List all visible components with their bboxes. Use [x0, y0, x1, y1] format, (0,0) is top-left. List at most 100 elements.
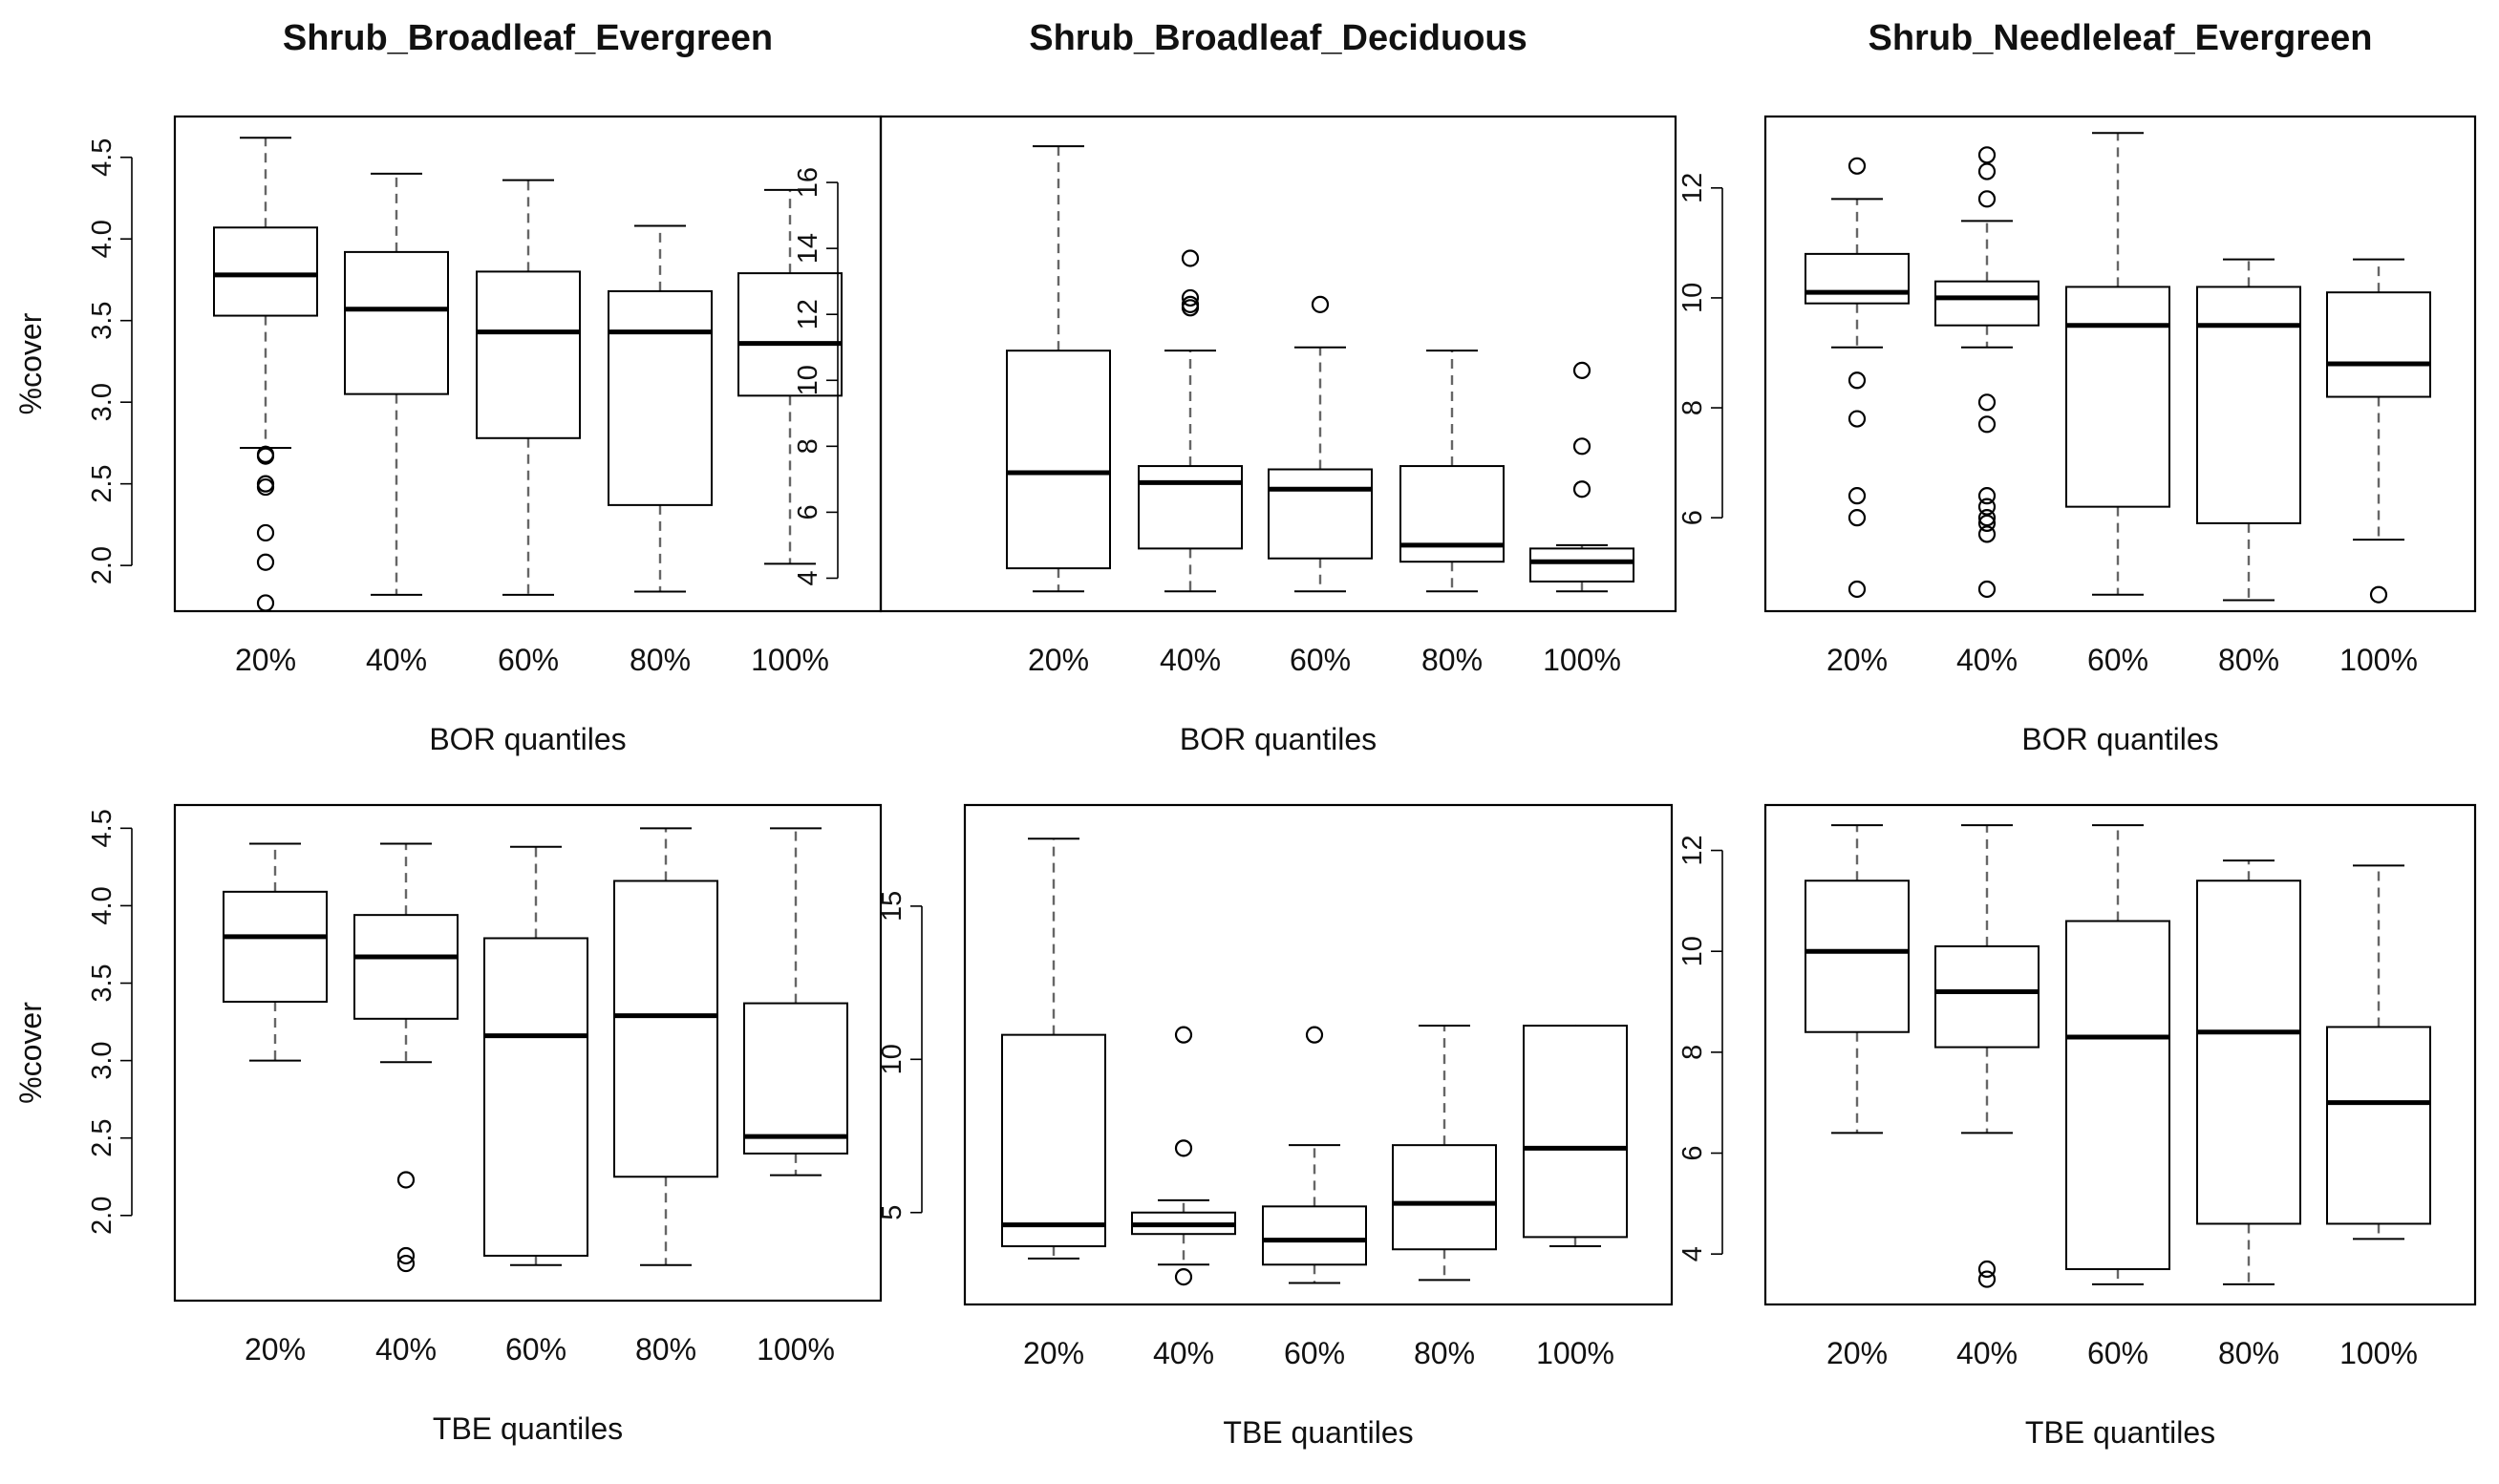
box-100pct — [743, 827, 848, 1177]
outlier-point — [1977, 1260, 1997, 1279]
y-tick-label: 3.0 — [87, 1041, 117, 1079]
outlier-point — [396, 1254, 416, 1273]
iqr-box — [2065, 920, 2170, 1271]
outlier-point — [1311, 295, 1330, 313]
outlier-point — [1848, 487, 1867, 505]
box-20pct — [1001, 837, 1106, 1260]
outlier-point — [1572, 480, 1591, 498]
y-tick-label: 12 — [1677, 173, 1708, 203]
box-20pct — [213, 137, 318, 612]
x-axis-label: BOR quantiles — [429, 722, 626, 756]
iqr-box — [743, 1002, 848, 1155]
y-tick-label: 8 — [1677, 400, 1708, 415]
y-tick-label: 2.5 — [87, 464, 117, 502]
outlier-point — [1181, 249, 1200, 267]
outlier-point — [256, 447, 275, 465]
outlier-point — [1305, 1026, 1324, 1044]
box-40pct — [344, 172, 449, 596]
x-tick-label: 100% — [2339, 643, 2418, 677]
outlier-point — [1977, 509, 1997, 527]
iqr-box — [2065, 286, 2170, 508]
box-100pct — [1529, 361, 1634, 593]
box-60pct — [483, 845, 588, 1266]
outlier-point — [1977, 146, 1997, 164]
panel-1: Shrub_Broadleaf_Evergreen 2.0 2.5 3.0 3.5 4.0… — [13, 18, 883, 756]
y-tick-label: 10 — [877, 1044, 908, 1074]
x-tick-label: 40% — [366, 643, 427, 677]
iqr-box — [608, 289, 713, 506]
iqr-box — [223, 890, 328, 1003]
outlier-point — [256, 594, 275, 612]
x-axis-label: TBE quantiles — [433, 1411, 623, 1446]
box-20pct — [1006, 145, 1111, 593]
iqr-box — [1934, 944, 2040, 1049]
box-60pct — [1262, 1026, 1367, 1284]
y-tick-label: 10 — [793, 365, 823, 395]
box-60pct — [2065, 824, 2170, 1285]
outlier-point — [396, 1246, 416, 1265]
outlier-point — [396, 1171, 416, 1189]
box-40pct — [1934, 146, 2040, 599]
x-tick-label: 20% — [235, 643, 296, 677]
x-tick-label: 80% — [630, 643, 691, 677]
box-60pct — [2065, 132, 2170, 596]
outlier-point — [1174, 1268, 1193, 1286]
outlier-point — [1977, 393, 1997, 412]
iqr-box — [1262, 1205, 1367, 1266]
y-tick-label: 4 — [1677, 1246, 1708, 1261]
outlier-point — [1977, 514, 1997, 533]
box-80pct — [1399, 350, 1505, 593]
panel-6: 4 6 8 10 12 20% 40% 60% 80% 100% TBE quantiles — [1677, 803, 2477, 1450]
box-80pct — [608, 224, 713, 593]
y-tick-label: 3.0 — [87, 383, 117, 421]
iqr-box — [1138, 465, 1243, 550]
x-tick-label: 60% — [2087, 1336, 2148, 1370]
iqr-box — [1523, 1025, 1628, 1239]
y-tick-label: 12 — [793, 299, 823, 329]
box-80pct — [1392, 1025, 1497, 1282]
x-axis-label: BOR quantiles — [2021, 722, 2218, 756]
y-tick-label: 15 — [877, 891, 908, 922]
x-tick-label: 40% — [1153, 1336, 1214, 1370]
outlier-point — [1977, 1270, 1997, 1288]
y-tick-label: 4.5 — [87, 138, 117, 177]
x-tick-label: 40% — [1160, 643, 1221, 677]
x-tick-label: 60% — [505, 1332, 566, 1367]
outlier-point — [2369, 585, 2388, 604]
outlier-point — [1977, 190, 1997, 208]
outlier-point — [1977, 415, 1997, 434]
box-20pct — [1805, 157, 1910, 599]
iqr-box — [2196, 880, 2301, 1225]
x-tick-label: 20% — [1826, 643, 1888, 677]
outlier-point — [1977, 498, 1997, 516]
box-40pct — [1138, 249, 1243, 593]
iqr-box — [1805, 880, 1910, 1033]
box-80pct — [613, 827, 718, 1266]
box-40pct — [353, 842, 459, 1273]
x-tick-label: 40% — [1956, 1336, 2018, 1370]
x-tick-label: 80% — [1414, 1336, 1475, 1370]
outlier-point — [1174, 1139, 1193, 1157]
y-axis-label: %cover — [13, 1002, 48, 1104]
outlier-point — [1977, 162, 1997, 180]
x-tick-label: 40% — [375, 1332, 437, 1367]
x-tick-label: 20% — [245, 1332, 306, 1367]
y-tick-label: 10 — [1677, 936, 1708, 966]
x-tick-label: 80% — [2218, 643, 2279, 677]
outlier-point — [1977, 580, 1997, 599]
x-tick-label: 40% — [1956, 643, 2018, 677]
y-axis-label: %cover — [13, 312, 48, 414]
box-40pct — [1934, 824, 2040, 1288]
x-tick-label: 20% — [1826, 1336, 1888, 1370]
iqr-box — [353, 914, 459, 1020]
box-20pct — [1805, 824, 1910, 1134]
iqr-box — [737, 272, 843, 397]
outlier-point — [1977, 487, 1997, 505]
panel-title: Shrub_Needleleaf_Evergreen — [1868, 18, 2372, 58]
outlier-point — [1848, 580, 1867, 599]
outlier-point — [1572, 361, 1591, 380]
y-tick-label: 5 — [877, 1205, 908, 1220]
x-tick-label: 80% — [635, 1332, 696, 1367]
x-axis-label: TBE quantiles — [2025, 1415, 2215, 1450]
